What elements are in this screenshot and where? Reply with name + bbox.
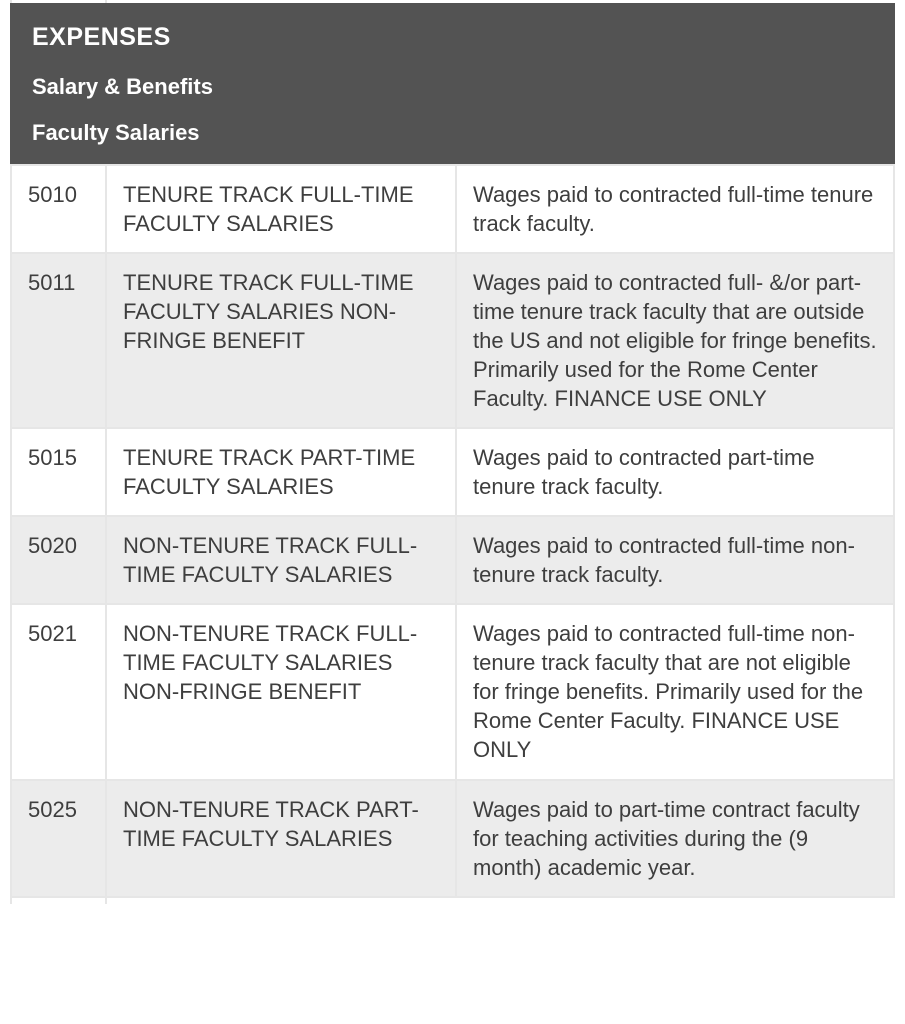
- page: EXPENSES Salary & Benefits Faculty Salar…: [0, 0, 905, 904]
- expenses-table: 5010 TENURE TRACK FULL-TIME FACULTY SALA…: [10, 164, 895, 898]
- bottom-border-stubs: [0, 898, 905, 904]
- name-cell: NON-TENURE TRACK FULL-TIME FACULTY SALAR…: [106, 516, 456, 604]
- desc-cell: Wages paid to contracted part-time tenur…: [456, 428, 894, 516]
- name-cell: NON-TENURE TRACK FULL-TIME FACULTY SALAR…: [106, 604, 456, 779]
- name-cell: TENURE TRACK FULL-TIME FACULTY SALARIES: [106, 165, 456, 253]
- header-title: EXPENSES: [32, 23, 873, 52]
- code-cell: 5020: [11, 516, 106, 604]
- desc-cell: Wages paid to contracted full-time non-t…: [456, 604, 894, 779]
- table-row: 5011 TENURE TRACK FULL-TIME FACULTY SALA…: [11, 253, 894, 428]
- desc-cell: Wages paid to contracted full- &/or part…: [456, 253, 894, 428]
- name-cell: TENURE TRACK PART-TIME FACULTY SALARIES: [106, 428, 456, 516]
- name-cell: NON-TENURE TRACK PART-TIME FACULTY SALAR…: [106, 780, 456, 897]
- table-row: 5015 TENURE TRACK PART-TIME FACULTY SALA…: [11, 428, 894, 516]
- desc-cell: Wages paid to part-time contract faculty…: [456, 780, 894, 897]
- table-row: 5020 NON-TENURE TRACK FULL-TIME FACULTY …: [11, 516, 894, 604]
- code-cell: 5015: [11, 428, 106, 516]
- code-cell: 5010: [11, 165, 106, 253]
- table-row: 5021 NON-TENURE TRACK FULL-TIME FACULTY …: [11, 604, 894, 779]
- header-subtitle-1: Salary & Benefits: [32, 74, 873, 100]
- desc-cell: Wages paid to contracted full-time tenur…: [456, 165, 894, 253]
- name-cell: TENURE TRACK FULL-TIME FACULTY SALARIES …: [106, 253, 456, 428]
- table-row: 5025 NON-TENURE TRACK PART-TIME FACULTY …: [11, 780, 894, 897]
- top-border-stubs: [0, 0, 905, 3]
- code-cell: 5011: [11, 253, 106, 428]
- code-cell: 5025: [11, 780, 106, 897]
- header-subtitle-2: Faculty Salaries: [32, 120, 873, 146]
- desc-cell: Wages paid to contracted full-time non-t…: [456, 516, 894, 604]
- section-header: EXPENSES Salary & Benefits Faculty Salar…: [10, 3, 895, 164]
- code-cell: 5021: [11, 604, 106, 779]
- table-row: 5010 TENURE TRACK FULL-TIME FACULTY SALA…: [11, 165, 894, 253]
